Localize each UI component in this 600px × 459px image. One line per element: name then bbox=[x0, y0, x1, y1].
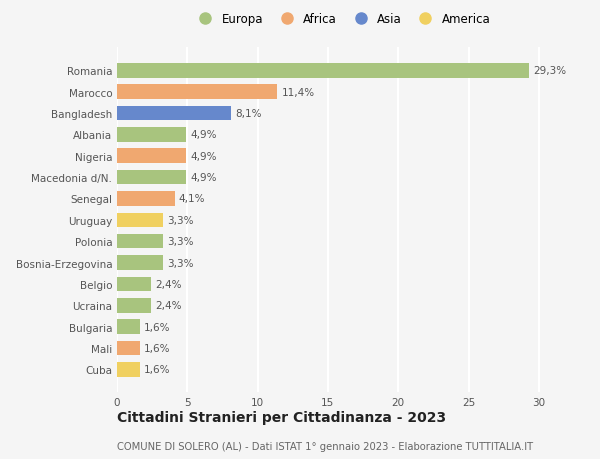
Text: 3,3%: 3,3% bbox=[167, 237, 194, 246]
Text: 29,3%: 29,3% bbox=[533, 66, 566, 76]
Text: 3,3%: 3,3% bbox=[167, 258, 194, 268]
Bar bbox=[117, 341, 139, 355]
Text: Cittadini Stranieri per Cittadinanza - 2023: Cittadini Stranieri per Cittadinanza - 2… bbox=[117, 411, 446, 425]
Bar bbox=[117, 256, 163, 270]
Text: 1,6%: 1,6% bbox=[144, 322, 170, 332]
Bar bbox=[117, 319, 139, 334]
Bar bbox=[117, 128, 186, 142]
Bar bbox=[117, 106, 231, 121]
Text: 2,4%: 2,4% bbox=[155, 301, 181, 311]
Text: 2,4%: 2,4% bbox=[155, 279, 181, 289]
Bar bbox=[117, 362, 139, 377]
Text: 4,1%: 4,1% bbox=[179, 194, 205, 204]
Bar bbox=[117, 298, 151, 313]
Text: 3,3%: 3,3% bbox=[167, 215, 194, 225]
Bar bbox=[117, 64, 529, 78]
Bar bbox=[117, 192, 175, 206]
Text: 11,4%: 11,4% bbox=[281, 87, 314, 97]
Text: 4,9%: 4,9% bbox=[190, 173, 217, 183]
Text: COMUNE DI SOLERO (AL) - Dati ISTAT 1° gennaio 2023 - Elaborazione TUTTITALIA.IT: COMUNE DI SOLERO (AL) - Dati ISTAT 1° ge… bbox=[117, 441, 533, 451]
Legend: Europa, Africa, Asia, America: Europa, Africa, Asia, America bbox=[190, 9, 494, 29]
Text: 1,6%: 1,6% bbox=[144, 364, 170, 375]
Bar bbox=[117, 277, 151, 291]
Text: 1,6%: 1,6% bbox=[144, 343, 170, 353]
Bar bbox=[117, 170, 186, 185]
Bar bbox=[117, 149, 186, 163]
Text: 8,1%: 8,1% bbox=[235, 109, 262, 119]
Text: 4,9%: 4,9% bbox=[190, 151, 217, 162]
Bar bbox=[117, 85, 277, 100]
Bar bbox=[117, 213, 163, 228]
Bar bbox=[117, 235, 163, 249]
Text: 4,9%: 4,9% bbox=[190, 130, 217, 140]
